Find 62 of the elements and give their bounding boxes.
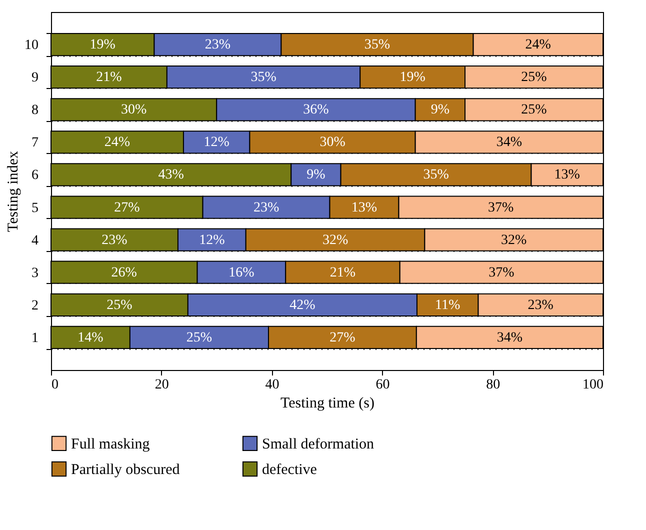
data-label: 16% bbox=[228, 265, 255, 280]
data-label: 27% bbox=[330, 330, 356, 346]
x-axis-title: Testing time (s) bbox=[280, 396, 374, 412]
y-tick-label: 7 bbox=[32, 136, 38, 151]
x-tick-label: 60 bbox=[376, 378, 390, 392]
data-label: 12% bbox=[199, 232, 226, 248]
x-tick-label: 100 bbox=[582, 378, 604, 392]
legend-label: defective bbox=[262, 462, 318, 478]
data-label: 13% bbox=[554, 168, 580, 183]
data-label: 37% bbox=[488, 200, 514, 216]
data-label: 12% bbox=[204, 135, 230, 150]
data-label: 11% bbox=[435, 298, 461, 313]
data-label: 32% bbox=[501, 232, 528, 248]
x-tick-label: 0 bbox=[52, 378, 58, 392]
data-label: 30% bbox=[120, 102, 147, 118]
data-label: 19% bbox=[400, 70, 426, 86]
y-tick-label: 2 bbox=[32, 298, 38, 314]
data-label: 14% bbox=[78, 330, 104, 346]
data-label: 25% bbox=[106, 298, 133, 313]
y-tick-label: 3 bbox=[32, 266, 38, 281]
data-label: 23% bbox=[253, 200, 280, 216]
data-label: 21% bbox=[330, 265, 356, 280]
data-label: 9% bbox=[430, 102, 450, 118]
legend-label: Full masking bbox=[71, 436, 150, 452]
data-label: 24% bbox=[104, 135, 130, 150]
data-label: 9% bbox=[306, 168, 326, 183]
data-label: 24% bbox=[525, 38, 552, 53]
data-label: 23% bbox=[204, 38, 231, 53]
legend-label: Small deformation bbox=[262, 436, 375, 452]
x-tick-label: 20 bbox=[154, 378, 169, 392]
data-label: 35% bbox=[423, 168, 450, 183]
y-axis-title: Testing index bbox=[6, 150, 22, 232]
data-label: 27% bbox=[114, 200, 140, 216]
y-tick-label: 8 bbox=[32, 103, 38, 118]
data-label: 23% bbox=[528, 298, 554, 313]
data-label: 34% bbox=[496, 135, 522, 150]
data-label: 43% bbox=[158, 168, 184, 183]
data-label: 35% bbox=[250, 70, 277, 86]
data-label: 30% bbox=[320, 135, 346, 150]
data-label: 25% bbox=[521, 70, 548, 86]
data-label: 37% bbox=[488, 265, 515, 280]
data-label: 36% bbox=[303, 102, 330, 118]
data-label: 25% bbox=[186, 330, 212, 346]
y-tick-label: 10 bbox=[24, 38, 38, 54]
x-tick-label: 40 bbox=[265, 378, 280, 392]
data-label: 13% bbox=[351, 200, 378, 216]
data-label: 25% bbox=[521, 102, 548, 118]
data-label: 26% bbox=[111, 265, 138, 280]
data-label: 19% bbox=[90, 38, 116, 53]
y-tick-label: 6 bbox=[32, 168, 38, 184]
data-label: 34% bbox=[496, 330, 523, 346]
data-label: 35% bbox=[364, 38, 390, 53]
y-tick-label: 4 bbox=[32, 233, 38, 248]
y-tick-label: 1 bbox=[32, 330, 38, 346]
x-tick-label: 80 bbox=[486, 378, 500, 392]
data-label: 32% bbox=[322, 232, 348, 248]
data-label: 42% bbox=[290, 298, 316, 313]
y-tick-label: 5 bbox=[32, 200, 38, 216]
data-label: 23% bbox=[102, 232, 128, 248]
legend-label: Partially obscured bbox=[71, 462, 180, 478]
data-label: 21% bbox=[96, 70, 122, 86]
y-tick-label: 9 bbox=[32, 70, 38, 86]
